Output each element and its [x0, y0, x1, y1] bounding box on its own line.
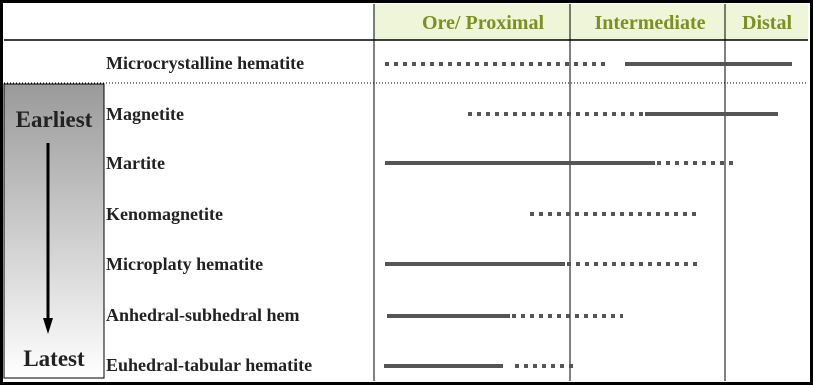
- mineral-label: Microcrystalline hematite: [106, 53, 304, 73]
- mineral-label: Euhedral-tabular hematite: [106, 355, 312, 375]
- sequence-end: Latest: [23, 346, 85, 371]
- sequence-start: Earliest: [16, 107, 93, 132]
- zone-label: Ore/ Proximal: [422, 12, 544, 34]
- mineral-label: Magnetite: [106, 104, 184, 124]
- mineral-label: Martite: [106, 153, 165, 173]
- sequence-box: [3, 83, 105, 379]
- mineral-label: Anhedral-subhedral hem: [106, 305, 300, 325]
- zone-label: Intermediate: [594, 12, 705, 34]
- arrow-head: [43, 318, 53, 334]
- zone-label: Distal: [742, 12, 792, 34]
- mineral-label: Kenomagnetite: [106, 204, 223, 224]
- header-band: [374, 4, 808, 40]
- mineral-label: Microplaty hematite: [106, 254, 263, 274]
